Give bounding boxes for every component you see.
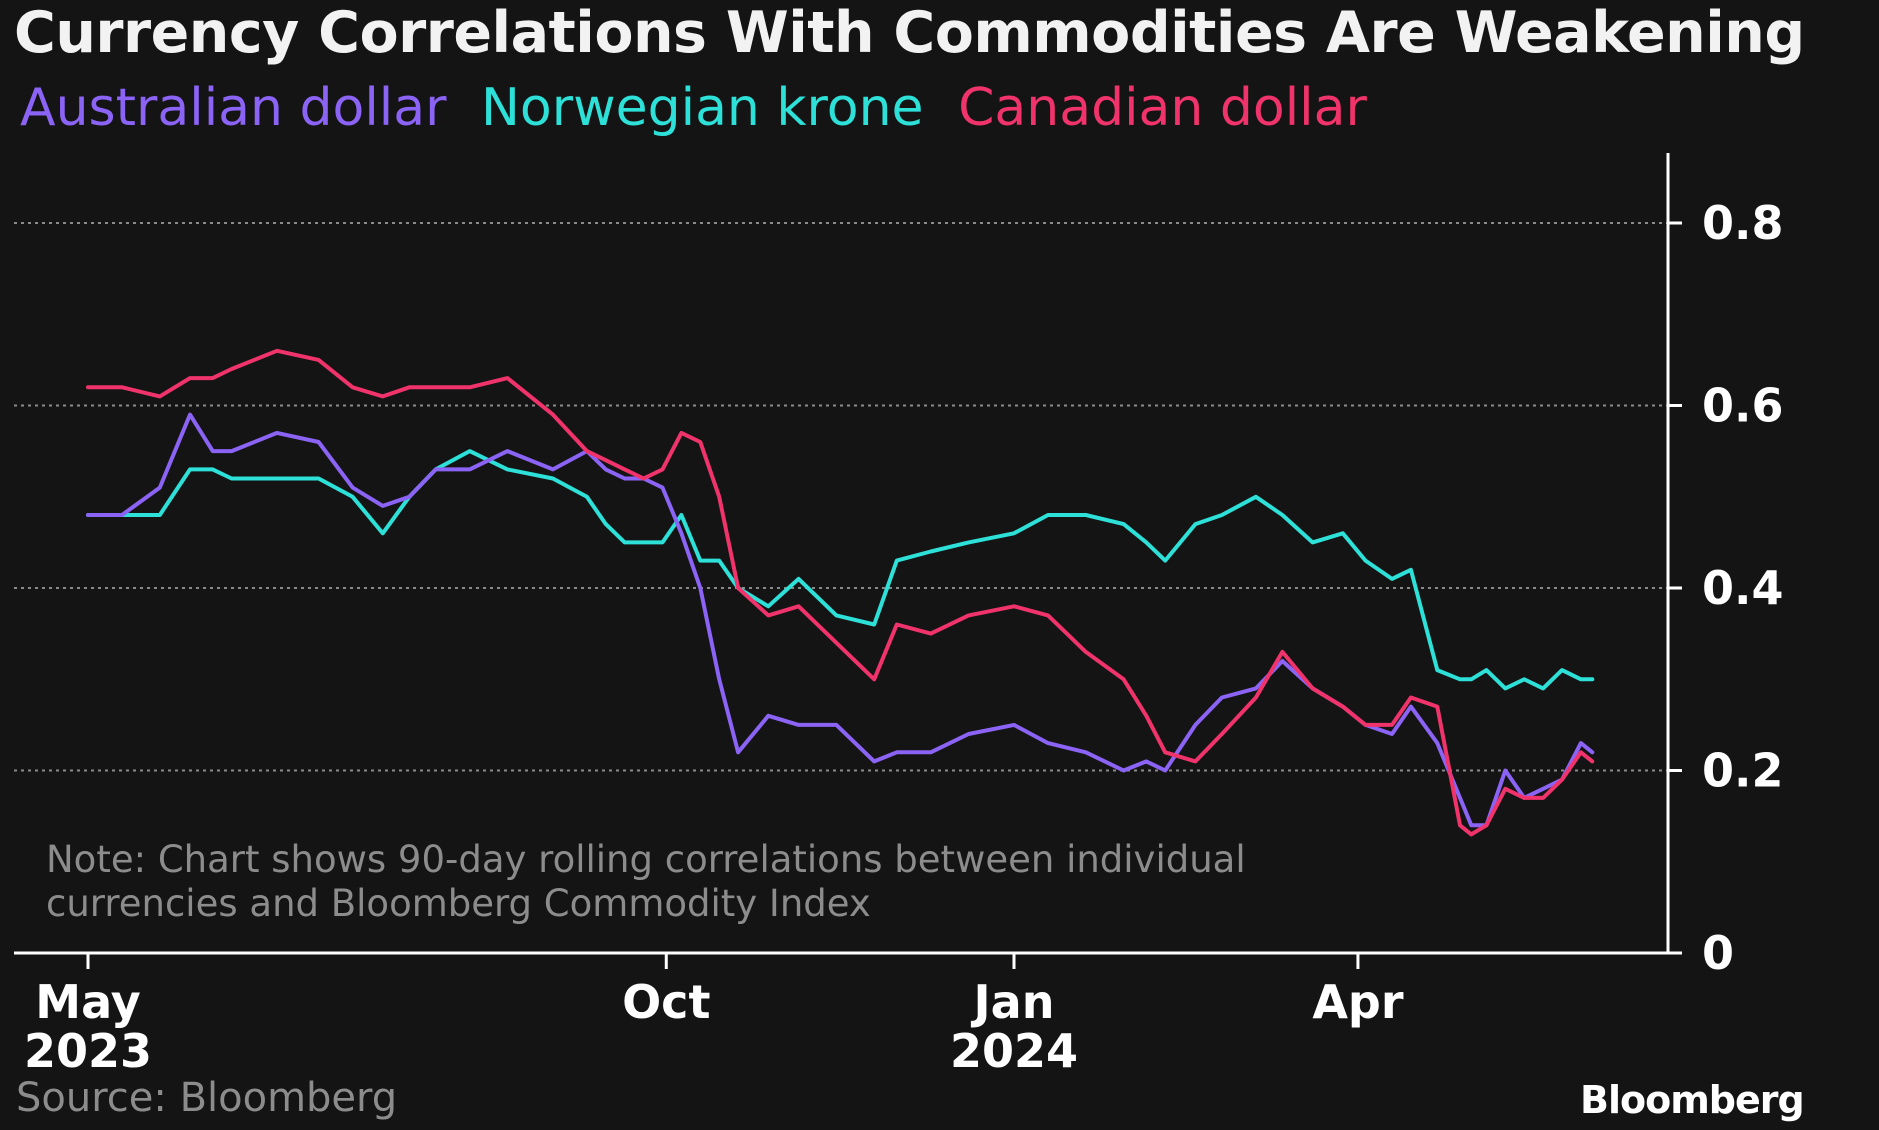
source-label: Source: Bloomberg [16, 1075, 398, 1121]
legend-item-cad: Canadian dollar [958, 78, 1367, 138]
bloomberg-logo: Bloomberg [1580, 1078, 1805, 1122]
y-tick-label: 0.8 [1702, 196, 1784, 250]
x-tick-sublabel: 2023 [24, 1024, 152, 1078]
chart-title: Currency Correlations With Commodities A… [14, 0, 1805, 66]
y-tick-label: 0.2 [1702, 744, 1784, 798]
legend: Australian dollar Norwegian krone Canadi… [20, 78, 1385, 138]
y-tick-label: 0 [1702, 926, 1734, 980]
x-tick-label: Jan [971, 975, 1055, 1029]
legend-item-aud: Australian dollar [20, 78, 447, 138]
aud-line [86, 412, 1595, 828]
chart-note: Note: Chart shows 90-day rolling correla… [46, 838, 1246, 925]
y-tick-label: 0.6 [1702, 379, 1784, 433]
x-tick-label: May [35, 975, 140, 1029]
y-tick-label: 0.4 [1702, 561, 1784, 615]
x-tick-label: Apr [1312, 975, 1404, 1029]
x-tick-label: Oct [622, 975, 710, 1029]
legend-item-nok: Norwegian krone [481, 78, 924, 138]
x-tick-sublabel: 2024 [950, 1024, 1078, 1078]
nok-line [86, 449, 1595, 691]
cad-line [86, 348, 1595, 837]
